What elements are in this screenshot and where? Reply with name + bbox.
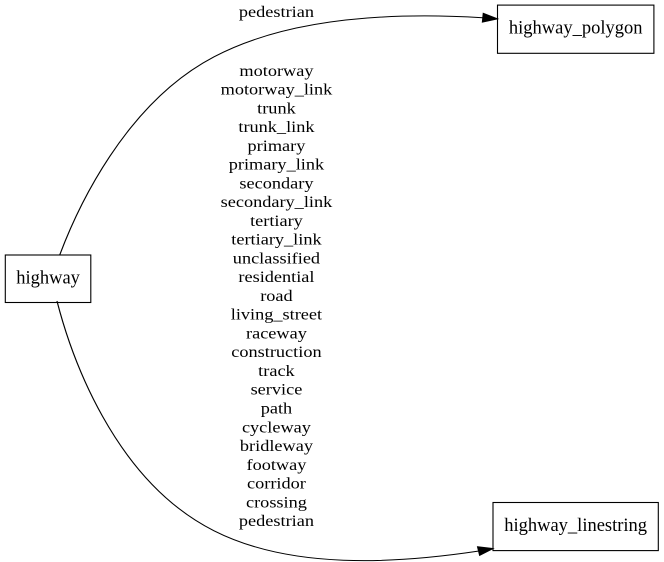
svg-text:living_street: living_street xyxy=(231,306,323,323)
svg-text:footway: footway xyxy=(247,456,307,473)
svg-text:secondary: secondary xyxy=(239,175,314,192)
svg-text:cycleway: cycleway xyxy=(242,418,312,435)
svg-text:road: road xyxy=(260,287,293,304)
svg-text:highway: highway xyxy=(16,269,80,289)
svg-text:pedestrian: pedestrian xyxy=(239,512,315,529)
svg-text:construction: construction xyxy=(231,343,322,360)
svg-text:tertiary_link: tertiary_link xyxy=(231,231,322,248)
svg-text:motorway: motorway xyxy=(239,62,314,79)
svg-text:trunk: trunk xyxy=(257,100,296,117)
svg-text:bridleway: bridleway xyxy=(240,437,314,454)
svg-text:path: path xyxy=(261,400,293,417)
svg-text:secondary_link: secondary_link xyxy=(221,193,333,210)
svg-text:service: service xyxy=(251,381,303,398)
svg-text:trunk_link: trunk_link xyxy=(238,118,315,135)
svg-text:pedestrian: pedestrian xyxy=(239,3,315,20)
svg-text:highway_polygon: highway_polygon xyxy=(509,19,643,39)
svg-text:crossing: crossing xyxy=(246,494,307,511)
svg-text:track: track xyxy=(258,362,295,379)
svg-text:primary: primary xyxy=(248,137,306,154)
svg-text:motorway_link: motorway_link xyxy=(221,81,333,98)
svg-text:raceway: raceway xyxy=(246,325,307,342)
svg-text:corridor: corridor xyxy=(247,475,306,492)
svg-text:residential: residential xyxy=(238,268,314,285)
svg-text:tertiary: tertiary xyxy=(250,212,303,229)
svg-text:unclassified: unclassified xyxy=(233,250,321,267)
svg-text:primary_link: primary_link xyxy=(229,156,325,173)
svg-text:highway_linestring: highway_linestring xyxy=(504,516,647,536)
